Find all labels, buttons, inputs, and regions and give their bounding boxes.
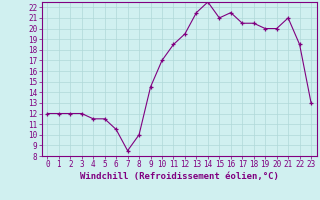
X-axis label: Windchill (Refroidissement éolien,°C): Windchill (Refroidissement éolien,°C) — [80, 172, 279, 181]
